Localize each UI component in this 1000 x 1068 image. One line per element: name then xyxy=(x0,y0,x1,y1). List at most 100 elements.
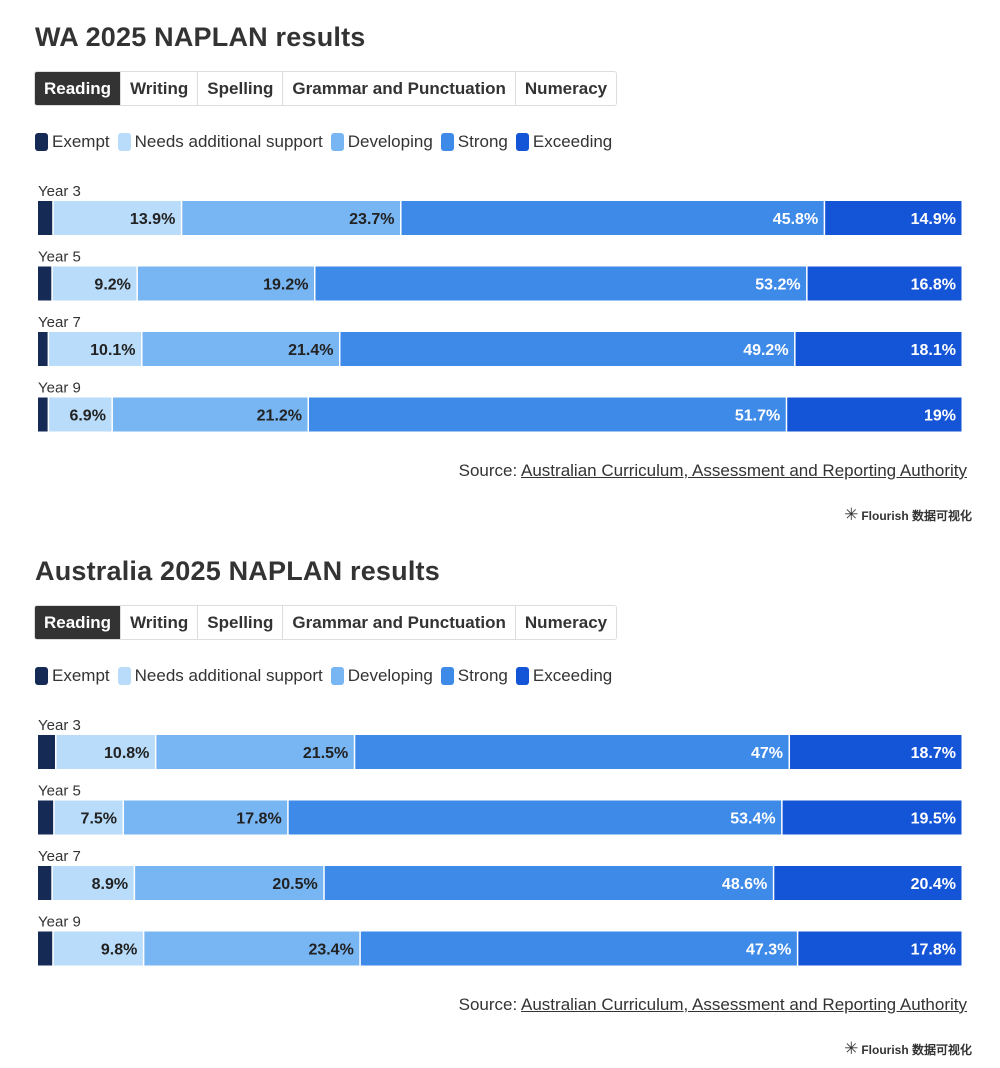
stacked-bar-chart: Year 3 10.8% 21.5% 47% 18.7% Year 57.5% 17.8% 5… xyxy=(38,717,962,966)
bar-segment[interactable] xyxy=(38,735,55,769)
category-label: Year 5 xyxy=(38,783,81,800)
bar-segment[interactable] xyxy=(38,332,48,366)
bar-segment[interactable] xyxy=(135,866,324,900)
bar-segment[interactable] xyxy=(52,266,137,301)
data-label: 21.5% xyxy=(303,745,348,762)
legend-swatch xyxy=(440,667,454,685)
australia-chart-panel: Australia 2025 NAPLAN results Reading Wr… xyxy=(0,534,1000,1068)
data-label: 20.4% xyxy=(911,876,956,893)
legend-item-strong[interactable]: Strong xyxy=(440,666,508,686)
bar-segment[interactable] xyxy=(807,266,962,301)
tab-numeracy[interactable]: Numeracy xyxy=(515,72,617,105)
source-note: Source: Australian Curriculum, Assessmen… xyxy=(459,461,967,481)
bar-segment[interactable] xyxy=(401,201,824,235)
credit-text: Flourish 数据可视化 xyxy=(861,1042,972,1057)
bar-segment[interactable] xyxy=(38,397,48,432)
legend-swatch xyxy=(440,133,454,151)
bar-segment[interactable] xyxy=(142,332,339,366)
bar-segment[interactable] xyxy=(112,397,308,432)
tab-numeracy[interactable]: Numeracy xyxy=(515,606,617,639)
data-label: 14.9% xyxy=(911,211,956,228)
bar-segment[interactable] xyxy=(798,931,962,966)
legend-item-exceeding[interactable]: Exceeding xyxy=(515,666,612,686)
flourish-credit[interactable]: ✳ Flourish 数据可视化 xyxy=(844,1039,972,1059)
tab-writing[interactable]: Writing xyxy=(121,606,199,639)
bar-segment[interactable] xyxy=(49,332,142,366)
source-link[interactable]: Australian Curriculum, Assessment and Re… xyxy=(521,995,967,1014)
bar-segment[interactable] xyxy=(38,800,54,835)
subject-tabs: Reading Writing Spelling Grammar and Pun… xyxy=(34,71,618,106)
tab-spelling[interactable]: Spelling xyxy=(198,606,284,639)
bar-segment[interactable] xyxy=(38,266,52,301)
bar-segment[interactable] xyxy=(56,735,155,769)
bar-segment[interactable] xyxy=(53,931,143,966)
bar-segment[interactable] xyxy=(324,866,773,900)
wa-chart-panel: WA 2025 NAPLAN results Reading Writing S… xyxy=(34,22,972,525)
bar-segment[interactable] xyxy=(144,931,360,966)
bar-segment[interactable] xyxy=(38,931,53,966)
bar-segment[interactable] xyxy=(49,397,112,432)
bar-segment[interactable] xyxy=(38,201,53,235)
bar-segment[interactable] xyxy=(156,735,354,769)
bar-segment[interactable] xyxy=(790,735,962,769)
legend-label: Strong xyxy=(457,666,508,685)
stacked-bar-chart: Year 3 13.9% 23.7% 45.8% 14.9% Year 5 9.2% 19.2… xyxy=(38,183,962,432)
data-label: 18.1% xyxy=(911,342,956,359)
data-label: 7.5% xyxy=(81,811,117,828)
flourish-logo-icon: ✳ xyxy=(844,505,859,524)
data-label: 21.4% xyxy=(288,342,333,359)
legend-item-developing[interactable]: Developing xyxy=(330,666,433,686)
flourish-credit[interactable]: ✳ Flourish 数据可视化 xyxy=(844,505,972,525)
source-note: Source: Australian Curriculum, Assessmen… xyxy=(459,995,967,1015)
bar-segment[interactable] xyxy=(309,397,786,432)
data-label: 19.5% xyxy=(911,811,956,828)
legend-swatch xyxy=(35,667,48,685)
data-label: 23.7% xyxy=(349,211,394,228)
subject-tabs: Reading Writing Spelling Grammar and Pun… xyxy=(34,605,618,640)
data-label: 10.8% xyxy=(104,745,149,762)
category-label: Year 3 xyxy=(38,717,81,734)
bar-segment[interactable] xyxy=(340,332,795,366)
legend-swatch xyxy=(117,667,131,685)
bar-segment[interactable] xyxy=(182,201,401,235)
tab-reading[interactable]: Reading xyxy=(35,72,122,105)
legend-item-strong[interactable]: Strong xyxy=(440,132,508,152)
data-label: 49.2% xyxy=(743,342,788,359)
bar-segment[interactable] xyxy=(774,866,962,900)
data-label: 45.8% xyxy=(773,211,818,228)
bar-segment[interactable] xyxy=(787,397,962,432)
bar-segment[interactable] xyxy=(315,266,807,301)
chart-legend: Exempt Needs additional support Developi… xyxy=(35,132,620,152)
bar-segment[interactable] xyxy=(54,800,123,835)
data-label: 21.2% xyxy=(257,408,302,425)
data-label: 47% xyxy=(751,745,783,762)
legend-item-needs-additional-support[interactable]: Needs additional support xyxy=(117,132,323,152)
tab-reading[interactable]: Reading xyxy=(35,606,122,639)
bar-segment[interactable] xyxy=(124,800,288,835)
tab-spelling[interactable]: Spelling xyxy=(198,72,284,105)
legend-swatch xyxy=(117,133,131,151)
source-link[interactable]: Australian Curriculum, Assessment and Re… xyxy=(521,461,967,480)
legend-item-exempt[interactable]: Exempt xyxy=(35,132,110,152)
flourish-logo-icon: ✳ xyxy=(844,1039,859,1058)
tab-grammar-and-punctuation[interactable]: Grammar and Punctuation xyxy=(283,606,516,639)
bar-segment[interactable] xyxy=(288,800,782,835)
legend-item-exceeding[interactable]: Exceeding xyxy=(515,132,612,152)
data-label: 17.8% xyxy=(236,811,281,828)
legend-item-developing[interactable]: Developing xyxy=(330,132,433,152)
bar-segment[interactable] xyxy=(360,931,797,966)
tab-grammar-and-punctuation[interactable]: Grammar and Punctuation xyxy=(283,72,516,105)
bar-segment[interactable] xyxy=(52,866,134,900)
bar-segment[interactable] xyxy=(782,800,962,835)
bar-segment[interactable] xyxy=(137,266,314,301)
bar-segment[interactable] xyxy=(795,332,962,366)
bar-segment[interactable] xyxy=(825,201,962,235)
bar-segment[interactable] xyxy=(38,866,52,900)
tab-writing[interactable]: Writing xyxy=(121,72,199,105)
bar-segment[interactable] xyxy=(53,201,181,235)
legend-item-needs-additional-support[interactable]: Needs additional support xyxy=(117,666,323,686)
bar-segment[interactable] xyxy=(355,735,789,769)
category-label: Year 7 xyxy=(38,848,81,865)
legend-item-exempt[interactable]: Exempt xyxy=(35,666,110,686)
source-prefix: Source: xyxy=(458,995,518,1014)
